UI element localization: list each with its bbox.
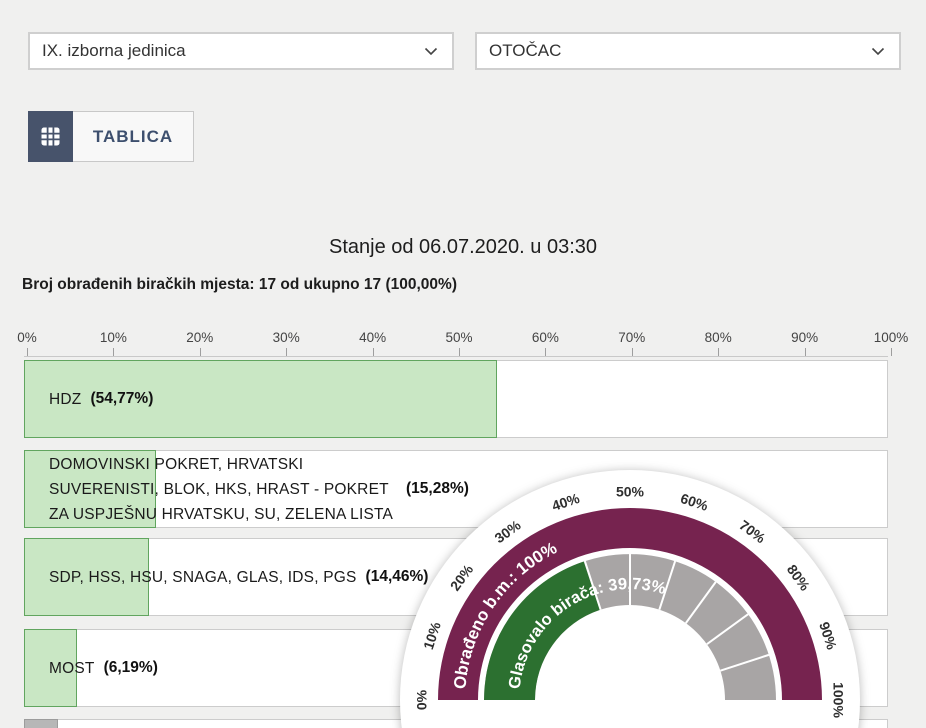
bar-row[interactable]: DOMOVINSKI POKRET, HRVATSKI SUVERENISTI,…: [24, 450, 888, 528]
axis-tick-mark: [27, 348, 28, 356]
bar-row[interactable]: [24, 719, 888, 728]
table-icon: [28, 111, 73, 162]
party-percent: (15,28%): [406, 480, 469, 497]
party-percent: (6,19%): [103, 659, 158, 676]
party-percent: (14,46%): [365, 568, 429, 585]
axis-tick-mark: [545, 348, 547, 356]
bar-row[interactable]: HDZ (54,77%): [24, 360, 888, 438]
axis-tick-mark: [113, 348, 115, 356]
chevron-down-icon: [424, 47, 438, 55]
electoral-unit-select[interactable]: IX. izborna jedinica: [28, 32, 454, 70]
bar-fill: [24, 450, 157, 528]
bar-fill: [24, 719, 58, 728]
bar-label: MOST (6,19%): [49, 630, 879, 706]
party-name: MOST: [49, 659, 95, 677]
axis-tick-mark: [286, 348, 288, 356]
chevron-down-icon: [871, 47, 885, 55]
table-button-label: TABLICA: [92, 126, 174, 146]
bar-fill: [24, 629, 78, 707]
bar-fill: [24, 360, 498, 438]
table-view-button[interactable]: TABLICA: [28, 111, 194, 162]
status-title: Stanje od 06.07.2020. u 03:30: [328, 236, 597, 258]
axis-tick-label: 90%: [791, 330, 819, 345]
axis-tick-label: 70%: [618, 330, 646, 345]
axis-tick-mark: [199, 348, 201, 356]
party-name: SDP, HSS, HSU, SNAGA, GLAS, IDS, PGS: [49, 568, 357, 586]
axis-tick-label: 50%: [445, 330, 473, 345]
axis-tick-label: 80%: [704, 330, 732, 345]
axis-baseline: [24, 356, 888, 357]
axis-tick-mark: [718, 348, 720, 356]
processed-stations-line: Broj obrađenih biračkih mjesta: 17 od uk…: [22, 276, 457, 293]
electoral-unit-value: IX. izborna jedinica: [42, 41, 186, 60]
city-select[interactable]: OTOČAC: [475, 32, 901, 70]
party-percent: (54,77%): [90, 390, 154, 407]
axis-tick-mark: [631, 348, 633, 356]
bar-row[interactable]: SDP, HSS, HSU, SNAGA, GLAS, IDS, PGS (14,…: [24, 538, 888, 616]
bar-label: DOMOVINSKI POKRET, HRVATSKI SUVERENISTI,…: [49, 451, 879, 527]
bar-label: SDP, HSS, HSU, SNAGA, GLAS, IDS, PGS (14,…: [49, 539, 879, 615]
axis-tick-label: 30%: [272, 330, 300, 345]
axis-tick-label: 100%: [873, 330, 909, 345]
bar-row[interactable]: MOST (6,19%): [24, 629, 888, 707]
axis-tick-label: 40%: [359, 330, 387, 345]
party-name: HDZ: [49, 390, 82, 408]
axis-tick-mark: [372, 348, 374, 356]
axis-tick-mark: [459, 348, 460, 356]
city-value: OTOČAC: [489, 41, 562, 60]
axis-tick-mark: [804, 348, 806, 356]
axis-tick-label: 0%: [17, 330, 37, 345]
bar-label: HDZ (54,77%): [49, 361, 879, 437]
party-name: DOMOVINSKI POKRET, HRVATSKI SUVERENISTI,…: [49, 455, 394, 523]
axis-tick-mark: [891, 348, 892, 356]
axis-tick-label: 20%: [186, 330, 214, 345]
axis-tick-label: 60%: [531, 330, 559, 345]
bar-fill: [24, 538, 149, 616]
axis-tick-label: 10%: [99, 330, 127, 345]
